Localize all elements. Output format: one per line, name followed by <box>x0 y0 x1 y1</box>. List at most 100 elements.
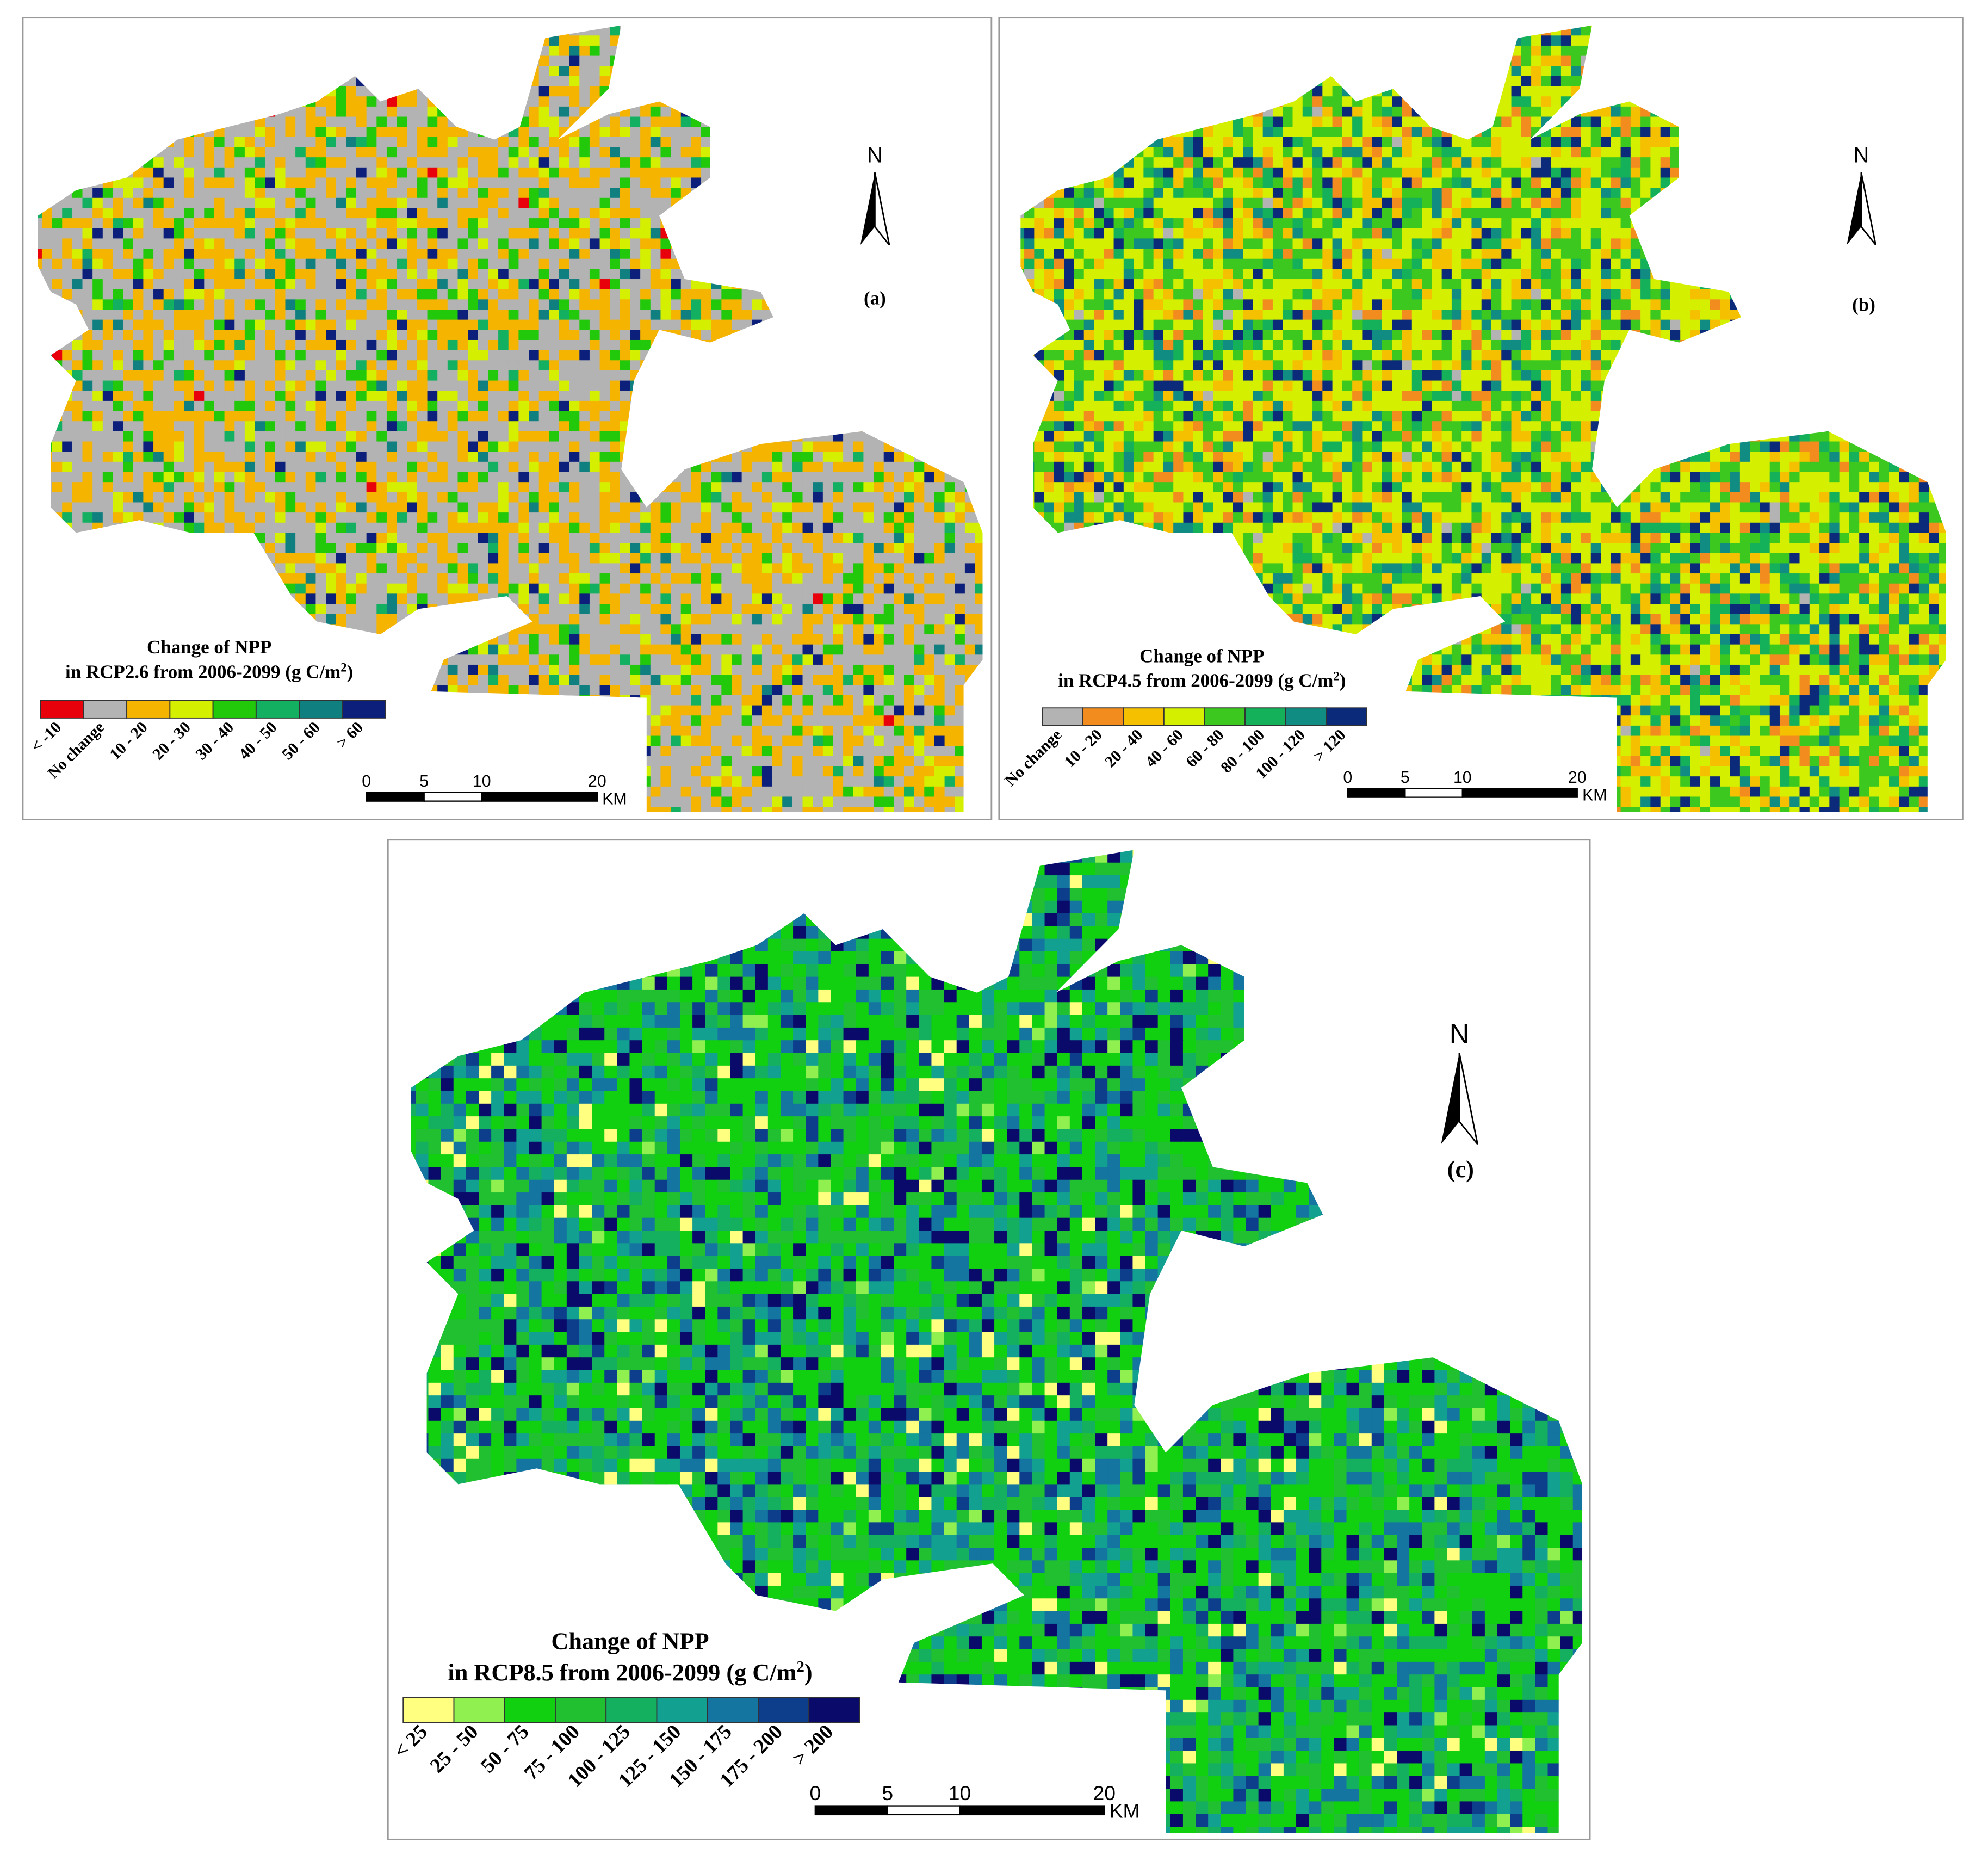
raster-cell <box>305 106 317 118</box>
raster-cell <box>701 289 712 300</box>
raster-cell <box>457 310 468 320</box>
raster-cell <box>701 330 712 341</box>
raster-cell <box>255 147 265 158</box>
raster-cell <box>113 472 123 483</box>
raster-cell <box>92 350 103 361</box>
raster-cell <box>174 147 184 158</box>
raster-cell <box>174 269 184 280</box>
raster-cell <box>478 502 489 513</box>
raster-cell <box>752 289 763 300</box>
raster-cell <box>579 66 590 77</box>
raster-cell <box>356 370 367 381</box>
raster-cell <box>102 360 114 371</box>
raster-cell <box>883 512 895 523</box>
raster-cell <box>620 522 631 534</box>
raster-cell <box>305 461 317 473</box>
raster-cell <box>376 441 387 452</box>
raster-cell <box>133 391 144 401</box>
raster-cell <box>183 330 195 341</box>
raster-cell <box>599 441 610 452</box>
raster-cell <box>468 147 479 158</box>
raster-cell <box>417 299 428 310</box>
raster-cell <box>660 137 671 148</box>
raster-cell <box>853 502 864 513</box>
raster-cell <box>204 147 215 158</box>
raster-cell <box>407 492 418 503</box>
raster-cell <box>366 188 377 199</box>
raster-cell <box>194 279 205 290</box>
raster-cell <box>538 96 550 107</box>
raster-cell <box>589 76 600 87</box>
raster-cell <box>427 553 438 564</box>
raster-cell <box>82 269 93 280</box>
raster-cell <box>579 127 590 138</box>
raster-cell <box>376 522 387 534</box>
raster-cell <box>183 289 195 300</box>
raster-cell <box>397 339 407 351</box>
raster-cell <box>457 197 468 209</box>
raster-cell <box>244 431 256 442</box>
raster-cell <box>518 330 529 341</box>
raster-cell <box>620 543 631 554</box>
raster-cell <box>113 330 123 341</box>
raster-cell <box>265 522 276 534</box>
raster-cell <box>610 319 621 331</box>
raster-cell <box>589 177 600 188</box>
raster-cell <box>204 137 215 148</box>
raster-cell <box>82 188 93 199</box>
raster-cell <box>295 157 306 168</box>
raster-cell <box>143 370 154 381</box>
raster-cell <box>62 452 73 462</box>
raster-cell <box>599 35 610 46</box>
raster-cell <box>579 279 590 290</box>
raster-cell <box>234 310 245 320</box>
raster-cell <box>701 147 712 158</box>
raster-cell <box>376 147 387 158</box>
raster-cell <box>336 147 347 158</box>
raster-cell <box>569 218 580 229</box>
raster-cell <box>214 310 225 320</box>
raster-cell <box>113 289 123 300</box>
raster-cell <box>315 400 326 412</box>
raster-cell <box>92 289 103 300</box>
raster-cell <box>315 421 326 432</box>
raster-cell <box>559 208 570 219</box>
raster-cell <box>569 66 580 77</box>
raster-cell <box>752 461 763 473</box>
raster-cell <box>731 482 742 493</box>
raster-cell <box>731 492 742 503</box>
raster-cell <box>529 167 540 178</box>
raster-cell <box>589 482 600 493</box>
raster-cell <box>518 461 529 473</box>
raster-cell <box>214 147 225 158</box>
raster-cell <box>610 400 621 412</box>
raster-cell <box>761 441 773 452</box>
raster-cell <box>366 106 377 118</box>
raster-cell <box>680 157 692 168</box>
raster-cell <box>407 157 418 168</box>
raster-cell <box>214 289 225 300</box>
raster-cell <box>843 472 854 483</box>
raster-cell <box>518 482 529 493</box>
raster-cell <box>224 391 235 401</box>
raster-cell <box>397 319 407 331</box>
raster-cell <box>92 188 103 199</box>
raster-cell <box>833 502 844 513</box>
raster-cell <box>163 157 175 168</box>
raster-cell <box>82 330 93 341</box>
raster-cell <box>123 492 134 503</box>
raster-cell <box>163 249 175 259</box>
raster-cell <box>599 208 610 219</box>
raster-cell <box>650 269 661 280</box>
raster-cell <box>468 472 479 483</box>
raster-cell <box>92 319 103 331</box>
raster-cell <box>599 472 610 483</box>
raster-cell <box>366 452 377 462</box>
raster-cell <box>680 137 692 148</box>
raster-cell <box>123 360 134 371</box>
raster-cell <box>265 238 276 249</box>
raster-cell <box>163 391 175 401</box>
raster-cell <box>589 55 600 66</box>
raster-cell <box>315 339 326 351</box>
raster-cell <box>285 350 296 361</box>
